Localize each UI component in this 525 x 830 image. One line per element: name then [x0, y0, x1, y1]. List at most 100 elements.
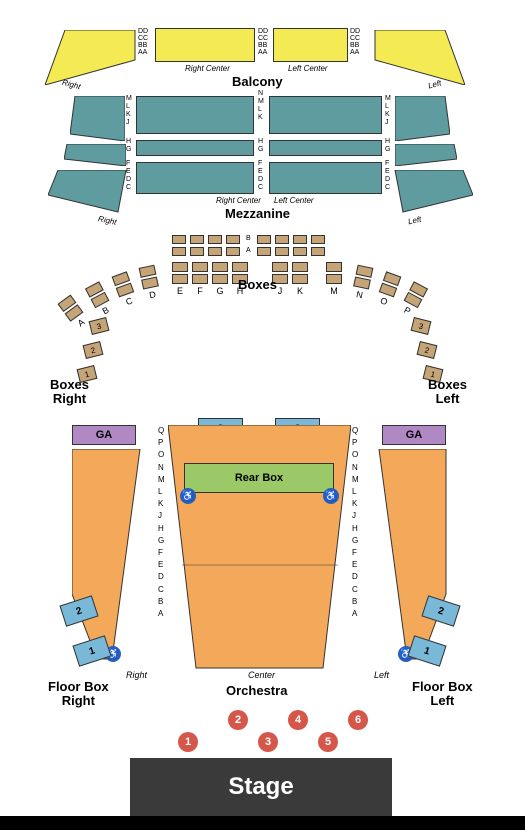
box-seat-K[interactable] — [292, 274, 308, 284]
mezz-row: H — [258, 138, 263, 146]
pit-circle-3[interactable]: 3 — [258, 732, 278, 752]
mezz-row: J — [385, 119, 391, 127]
orchestra-left-block[interactable] — [362, 449, 447, 671]
mezz-row: K — [258, 114, 264, 122]
box-seat-D[interactable] — [139, 265, 157, 278]
orch-row: K — [352, 498, 359, 510]
mezz-block-6[interactable] — [136, 140, 254, 156]
orch-row: J — [352, 510, 359, 522]
mezz-row: G — [126, 146, 131, 154]
box-seat[interactable] — [172, 235, 186, 244]
ga-right-block[interactable]: GA — [72, 425, 136, 445]
box-seat[interactable] — [311, 235, 325, 244]
balcony-left-block[interactable] — [365, 30, 465, 85]
box-seat-G[interactable] — [212, 274, 228, 284]
box-seat[interactable] — [293, 247, 307, 256]
rear-box-label: Rear Box — [235, 472, 283, 484]
floor-box-left-title: Floor Box Left — [412, 680, 473, 708]
orch-row: O — [352, 449, 359, 461]
box-seat[interactable] — [293, 235, 307, 244]
box-right-3[interactable]: 3 — [89, 317, 110, 335]
box-seat[interactable] — [190, 235, 204, 244]
pit-circle-5[interactable]: 5 — [318, 732, 338, 752]
box-seat-J[interactable] — [272, 262, 288, 272]
orch-row: O — [158, 449, 165, 461]
mezz-block-2[interactable] — [136, 96, 254, 134]
box-seat-F[interactable] — [192, 274, 208, 284]
box-seat-D[interactable] — [141, 276, 159, 289]
mezz-row: L — [258, 106, 264, 114]
balcony-row-dd-2: DD — [258, 28, 268, 35]
box-seat[interactable] — [311, 247, 325, 256]
box-seat[interactable] — [257, 247, 271, 256]
box-seat[interactable] — [226, 247, 240, 256]
wheelchair-icon: ♿ — [323, 488, 339, 504]
pit-circle-1[interactable]: 1 — [178, 732, 198, 752]
box-seat[interactable] — [257, 235, 271, 244]
balcony-left-center-block[interactable] — [273, 28, 348, 62]
mezz-block-12[interactable] — [393, 170, 473, 218]
fb-num: 1 — [88, 645, 97, 657]
orch-row: D — [158, 571, 165, 583]
ga-left-block[interactable]: GA — [382, 425, 446, 445]
mezz-row: H — [126, 138, 131, 146]
box-letter: N — [351, 288, 369, 301]
boxes-right-title: Boxes Right — [50, 378, 89, 406]
mezz-block-11[interactable] — [269, 162, 382, 194]
box-seat-H[interactable] — [232, 262, 248, 272]
orch-row: N — [352, 462, 359, 474]
pit-circle-6[interactable]: 6 — [348, 710, 368, 730]
box-left-2[interactable]: 2 — [417, 341, 438, 359]
orch-row: D — [352, 571, 359, 583]
pit-circle-2[interactable]: 2 — [228, 710, 248, 730]
box-seat[interactable] — [275, 247, 289, 256]
balcony-right-block[interactable] — [45, 30, 145, 85]
box-seat-G[interactable] — [212, 262, 228, 272]
balcony-right-center-block[interactable] — [155, 28, 255, 62]
orch-row: G — [352, 535, 359, 547]
orch-row: K — [158, 498, 165, 510]
pit-circle-4[interactable]: 4 — [288, 710, 308, 730]
mezz-row: N — [258, 90, 264, 98]
mezz-block-7[interactable] — [269, 140, 382, 156]
box-seat-N[interactable] — [353, 276, 371, 289]
mezz-row: J — [126, 119, 132, 127]
ga-label: GA — [406, 429, 423, 441]
orchestra-center-block[interactable] — [168, 425, 351, 671]
box-left-3[interactable]: 3 — [411, 317, 432, 335]
box-num: 2 — [424, 345, 430, 355]
box-seat-N[interactable] — [356, 265, 374, 278]
mezz-block-5[interactable] — [64, 144, 126, 166]
mezz-rc-label: Right Center — [216, 196, 261, 205]
mezz-block-3[interactable] — [269, 96, 382, 134]
mezz-block-10[interactable] — [136, 162, 254, 194]
fb-num: 2 — [437, 605, 446, 617]
mezz-block-9[interactable] — [48, 170, 128, 218]
box-seat[interactable] — [208, 247, 222, 256]
box-seat-E[interactable] — [172, 262, 188, 272]
mezz-row: L — [385, 103, 391, 111]
box-seat[interactable] — [275, 235, 289, 244]
mezz-block-1[interactable] — [70, 96, 125, 141]
box-seat[interactable] — [226, 235, 240, 244]
mezz-row: M — [126, 95, 132, 103]
orchestra-right-block[interactable] — [72, 449, 157, 671]
box-num: 2 — [90, 345, 96, 355]
rear-box-block[interactable]: Rear Box — [184, 463, 334, 493]
boxes-center-row-a: A — [172, 247, 325, 256]
orch-row: Q — [158, 425, 165, 437]
mezz-block-4[interactable] — [395, 96, 450, 141]
box-seat[interactable] — [172, 247, 186, 256]
box-letter: K — [292, 286, 308, 296]
box-seat-K[interactable] — [292, 262, 308, 272]
orch-row: P — [158, 437, 165, 449]
mezz-row: F — [385, 160, 390, 168]
box-seat[interactable] — [208, 235, 222, 244]
box-seat-E[interactable] — [172, 274, 188, 284]
box-right-2[interactable]: 2 — [83, 341, 104, 359]
box-seat-M[interactable] — [326, 274, 342, 284]
mezz-block-8[interactable] — [395, 144, 457, 166]
box-seat[interactable] — [190, 247, 204, 256]
box-seat-M[interactable] — [326, 262, 342, 272]
box-seat-F[interactable] — [192, 262, 208, 272]
